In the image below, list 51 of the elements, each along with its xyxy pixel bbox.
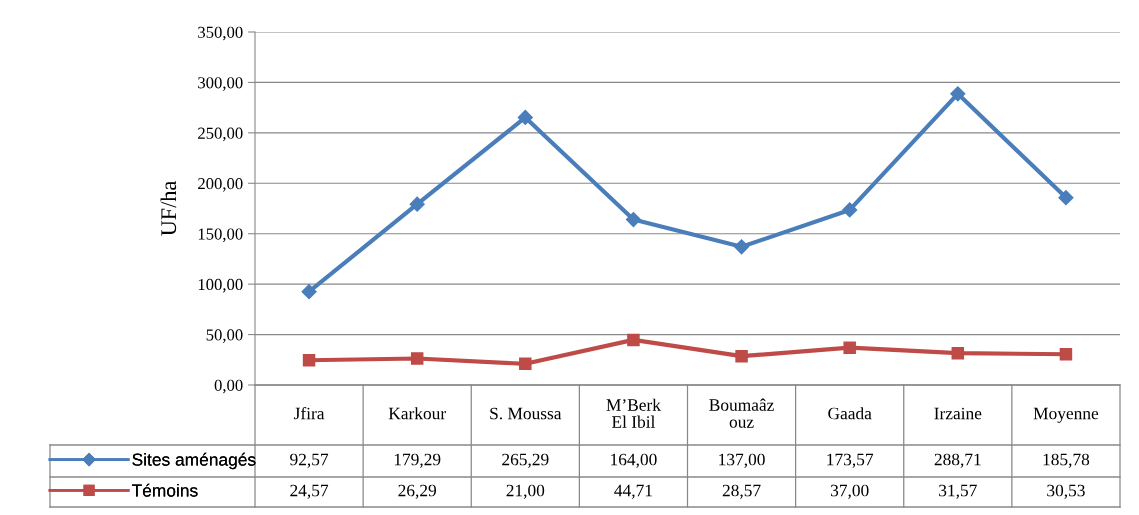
data-label: 179,29 xyxy=(394,453,441,468)
y-tick-label: 250,00 xyxy=(198,127,243,142)
point xyxy=(951,346,965,360)
data-label: 92,57 xyxy=(290,453,329,468)
point xyxy=(517,109,533,126)
x-tick-label: Moyenne xyxy=(1033,407,1099,423)
y-axis-title: UF/ha xyxy=(160,181,177,236)
point xyxy=(950,86,966,102)
legend-label: Sites aménagés xyxy=(132,452,256,470)
point xyxy=(410,352,424,365)
y-tick-label: 350,00 xyxy=(198,26,243,41)
point xyxy=(842,202,858,218)
legend-label: Témoins xyxy=(131,483,198,497)
point xyxy=(409,196,425,212)
data-label: 21,00 xyxy=(506,484,545,499)
data-label: 164,00 xyxy=(611,453,657,468)
data-label: 265,29 xyxy=(502,453,549,468)
x-tick-label: S. Moussa xyxy=(490,407,562,420)
x-tick-label: Karkour xyxy=(388,407,446,420)
data-label: 185,78 xyxy=(1043,453,1090,468)
y-tick-label: 50,00 xyxy=(206,329,243,343)
point xyxy=(302,353,316,367)
data-label: 173,57 xyxy=(827,453,874,468)
data-label: 31,57 xyxy=(939,484,977,499)
data-label: 44,71 xyxy=(614,484,652,499)
data-label: 30,53 xyxy=(1047,484,1085,499)
point xyxy=(735,349,748,363)
data-label: 24,57 xyxy=(290,484,329,499)
data-label: 28,57 xyxy=(722,484,761,499)
y-tick-label: 300,00 xyxy=(198,77,243,91)
data-label: 37,00 xyxy=(830,484,869,499)
y-tick-label: 100,00 xyxy=(198,278,243,293)
data-label: 26,29 xyxy=(398,484,437,499)
point xyxy=(519,357,532,371)
x-tick-label: M’Berk El Ibil xyxy=(606,398,661,428)
x-tick-label: Gaada xyxy=(828,407,872,420)
x-tick-label: Jfira xyxy=(294,406,325,420)
y-tick-label: 150,00 xyxy=(198,228,243,243)
point xyxy=(733,239,750,255)
x-tick-label: Boumaâz ouz xyxy=(709,398,774,428)
data-label: 137,00 xyxy=(719,453,765,468)
y-tick-label: 0,00 xyxy=(214,379,243,394)
point xyxy=(627,333,640,347)
point xyxy=(625,212,642,228)
point xyxy=(1058,190,1074,206)
point xyxy=(1059,347,1073,361)
data-label: 288,71 xyxy=(934,453,981,468)
point xyxy=(843,341,856,354)
point xyxy=(301,284,317,300)
x-tick-label: Irzaine xyxy=(934,407,982,420)
y-tick-label: 200,00 xyxy=(198,177,243,192)
